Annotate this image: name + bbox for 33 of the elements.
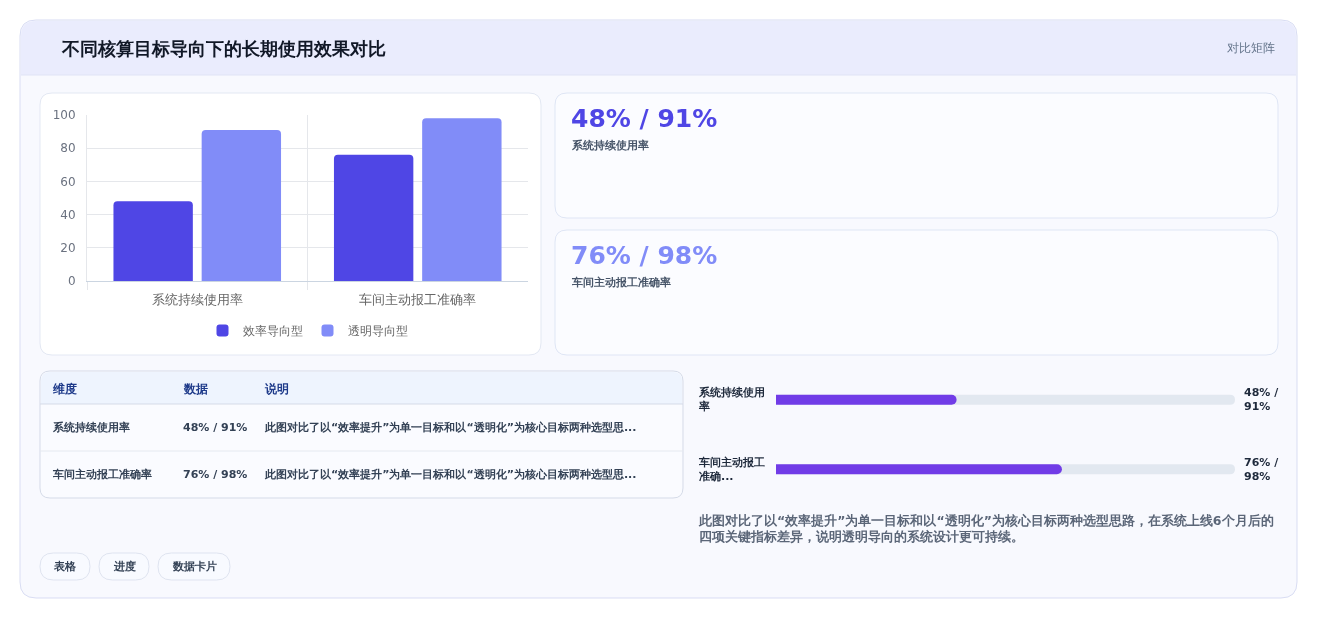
y-tick-label: 80 [60, 141, 76, 156]
text: 76% / 98% [183, 468, 248, 481]
category-label: 维度 [52, 382, 77, 396]
y-tick-label: 车间主动报工准确... [698, 456, 765, 484]
text: 76% / 98% [571, 241, 718, 270]
y-tick-label: 40 [60, 207, 76, 222]
text: 此图对比了以“效率提升”为单一目标和以“透明化”为核心目标两种选型思路，在系统上线6个月后的四项关键指标差异，说明透明导向的系统设计更可持续。 [698, 513, 1274, 545]
category-label: 说明 [264, 382, 289, 396]
text: 数据卡片 [172, 560, 217, 573]
y-tick-label: 0 [67, 274, 76, 289]
text: 进度 [113, 560, 136, 573]
legend-label: 透明导向型 [347, 324, 408, 339]
data-label: 48% / 91% [1244, 386, 1280, 414]
text: 系统持续使用率 [571, 139, 649, 152]
data-label: 76% / 98% [1244, 456, 1280, 484]
text: 对比矩阵 [1227, 41, 1275, 55]
text: 48% / 91% [183, 421, 248, 434]
legend-label: 效率导向型 [242, 324, 303, 339]
bar [201, 129, 282, 281]
chart-title: 不同核算目标导向下的长期使用效果对比 [61, 38, 386, 60]
y-tick-label: 100 [52, 108, 76, 123]
category-label: 数据 [183, 382, 208, 396]
y-tick-label: 60 [60, 174, 76, 189]
text: 车间主动报工准确率 [571, 276, 671, 289]
bar [113, 201, 193, 281]
bar [422, 118, 502, 281]
text: 此图对比了以“效率提升”为单一目标和以“透明化”为核心目标两种选型思... [265, 468, 637, 481]
category-label: 车间主动报工准确率 [53, 468, 152, 481]
text: 48% / 91% [571, 104, 718, 133]
bar [333, 154, 414, 281]
text: 表格 [53, 560, 77, 573]
y-tick-label: 20 [60, 241, 76, 255]
text: 此图对比了以“效率提升”为单一目标和以“透明化”为核心目标两种选型思... [265, 421, 637, 434]
